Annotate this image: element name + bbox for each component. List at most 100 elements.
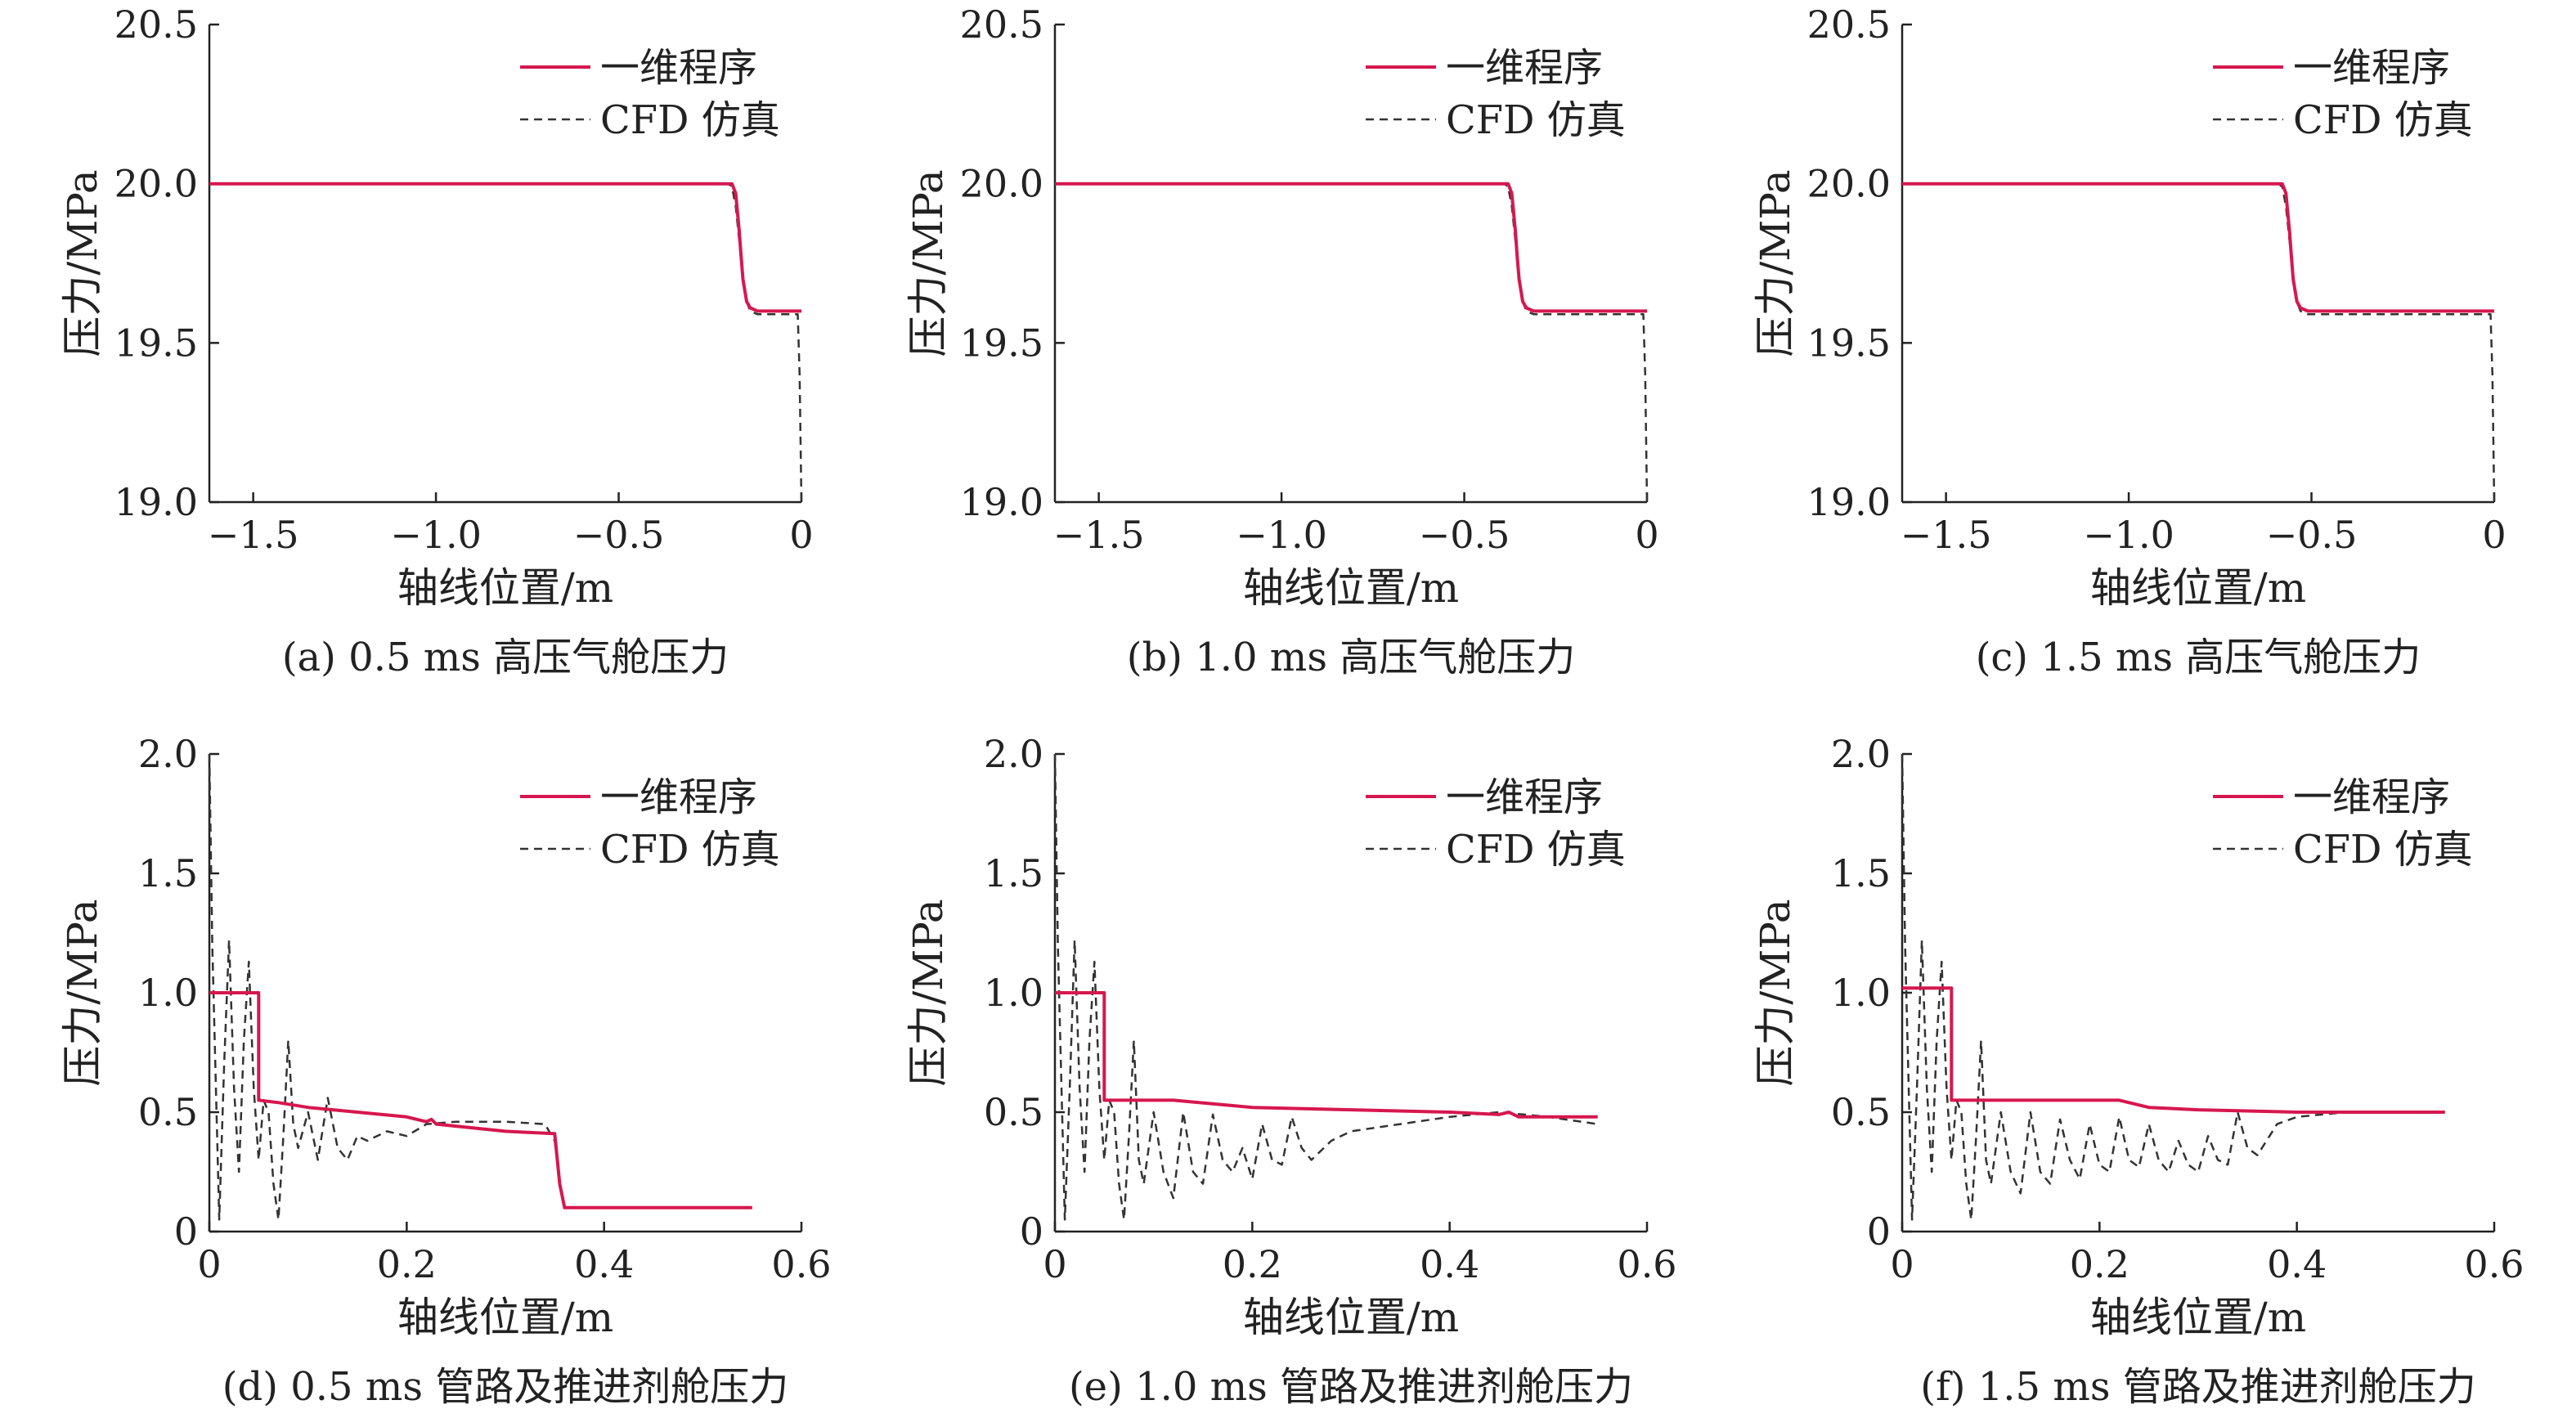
x-tick-label: −1.5 xyxy=(1901,513,1992,557)
x-axis-label: 轴线位置/m xyxy=(2090,1294,2306,1341)
chart-panel-3: 0 0.5 1.0 1.5 2.0 0 0.2 0.4 0.6 轴线位置/m 压力/MPa (d) 0… xyxy=(59,732,832,1410)
y-axis-label: 压力/MPa xyxy=(59,899,106,1086)
series-line-one-d xyxy=(1902,986,2445,1114)
y-tick-label: 19.0 xyxy=(960,480,1043,524)
chart-caption: (d) 0.5 ms 管路及推进剂舱压力 xyxy=(222,1364,788,1410)
series-line-cfd xyxy=(209,182,803,503)
y-tick-label: 2.0 xyxy=(138,732,198,776)
y-tick-label: 19.0 xyxy=(1807,480,1891,524)
chart-caption: (f) 1.5 ms 管路及推进剂舱压力 xyxy=(1920,1364,2475,1410)
legend-label: CFD 仿真 xyxy=(1446,97,1626,143)
x-tick-label: −0.5 xyxy=(2266,513,2358,557)
y-tick-label: 20.5 xyxy=(1807,2,1891,47)
chart-panel-4: 0 0.5 1.0 1.5 2.0 0 0.2 0.4 0.6 轴线位置/m 压力/MPa (e) 1… xyxy=(904,732,1677,1410)
x-tick-label: 0.6 xyxy=(1617,1242,1676,1286)
series-line-one-d xyxy=(1055,991,1598,1119)
y-tick-label: 0 xyxy=(1020,1209,1043,1254)
y-tick-label: 2.0 xyxy=(1831,732,1891,776)
legend-label: 一维程序 xyxy=(600,774,757,820)
chart-caption: (e) 1.0 ms 管路及推进剂舱压力 xyxy=(1069,1364,1633,1410)
y-axis-label: 压力/MPa xyxy=(904,899,952,1086)
legend-label: 一维程序 xyxy=(600,45,757,91)
legend-label: 一维程序 xyxy=(2293,774,2450,820)
y-axis-label: 压力/MPa xyxy=(1752,899,1799,1086)
x-axis-label: 轴线位置/m xyxy=(1243,1294,1459,1341)
y-tick-label: 20.5 xyxy=(960,2,1043,47)
chart-caption: (a) 0.5 ms 高压气舱压力 xyxy=(282,635,729,680)
series-line-one-d xyxy=(1055,182,1647,313)
y-axis-label: 压力/MPa xyxy=(1752,169,1799,357)
x-tick-label: 0.2 xyxy=(377,1242,437,1286)
y-tick-label: 1.0 xyxy=(138,971,198,1015)
x-tick-label: 0.2 xyxy=(1223,1242,1282,1286)
series-line-one-d xyxy=(209,991,752,1209)
series-line-cfd xyxy=(1055,182,1649,503)
series-line-cfd xyxy=(1902,182,2496,503)
x-tick-label: −1.0 xyxy=(1236,513,1327,557)
series-line-cfd xyxy=(1053,753,1598,1221)
y-tick-label: 0.5 xyxy=(1831,1090,1891,1134)
y-tick-label: 0 xyxy=(174,1209,198,1254)
x-axis-label: 轴线位置/m xyxy=(2090,564,2306,612)
x-tick-label: 0 xyxy=(2482,513,2506,557)
chart-caption: (b) 1.0 ms 高压气舱压力 xyxy=(1127,635,1575,680)
legend-label: CFD 仿真 xyxy=(2293,97,2473,143)
x-tick-label: 0 xyxy=(197,1242,221,1286)
y-tick-label: 2.0 xyxy=(984,732,1043,776)
y-axis-label: 压力/MPa xyxy=(904,169,952,357)
y-tick-label: 20.0 xyxy=(114,162,198,206)
x-axis-label: 轴线位置/m xyxy=(397,1294,613,1341)
x-axis-label: 轴线位置/m xyxy=(1243,564,1459,612)
x-tick-label: 0.4 xyxy=(574,1242,634,1286)
legend-label: 一维程序 xyxy=(1446,45,1603,91)
y-tick-label: 1.5 xyxy=(138,851,198,895)
x-tick-label: −0.5 xyxy=(573,513,665,557)
chart-panel-5: 0 0.5 1.0 1.5 2.0 0 0.2 0.4 0.6 轴线位置/m 压力/MPa (f) 1… xyxy=(1752,732,2524,1410)
x-tick-label: −1.5 xyxy=(1053,513,1145,557)
x-tick-label: 0.6 xyxy=(2464,1242,2524,1286)
y-tick-label: 1.5 xyxy=(984,851,1043,895)
chart-panel-2: 19.0 19.5 20.0 20.5 −1.5 −1.0 −0.5 0 轴线位置/m 压力/MP… xyxy=(1752,2,2506,680)
legend-label: CFD 仿真 xyxy=(1446,827,1626,873)
legend-label: 一维程序 xyxy=(1446,774,1603,820)
y-tick-label: 1.5 xyxy=(1831,851,1891,895)
legend-label: CFD 仿真 xyxy=(600,97,780,143)
y-tick-label: 0 xyxy=(1867,1209,1891,1254)
x-tick-label: 0 xyxy=(1043,1242,1066,1286)
y-tick-label: 19.0 xyxy=(114,480,198,524)
series-line-cfd xyxy=(208,753,752,1221)
chart-caption: (c) 1.5 ms 高压气舱压力 xyxy=(1976,635,2421,680)
y-tick-label: 19.5 xyxy=(114,321,198,365)
chart-panel-0: 19.0 19.5 20.0 20.5 −1.5 −1.0 −0.5 0 轴线位置/m 压力/MP… xyxy=(59,2,814,680)
y-tick-label: 20.5 xyxy=(114,2,198,47)
x-axis-label: 轴线位置/m xyxy=(397,564,613,612)
x-tick-label: 0 xyxy=(1635,513,1658,557)
y-tick-label: 1.0 xyxy=(984,971,1043,1015)
legend-label: 一维程序 xyxy=(2293,45,2450,91)
legend-label: CFD 仿真 xyxy=(600,827,780,873)
chart-panel-1: 19.0 19.5 20.0 20.5 −1.5 −1.0 −0.5 0 轴线位置/m 压力/MP… xyxy=(904,2,1659,680)
x-tick-label: −1.5 xyxy=(208,513,299,557)
y-tick-label: 19.5 xyxy=(1807,321,1891,365)
y-tick-label: 19.5 xyxy=(960,321,1043,365)
series-line-one-d xyxy=(1902,182,2494,313)
y-tick-label: 20.0 xyxy=(960,162,1043,206)
series-line-one-d xyxy=(209,182,801,313)
y-tick-label: 0.5 xyxy=(138,1090,198,1134)
x-tick-label: 0.4 xyxy=(2267,1242,2327,1286)
x-tick-label: 0.2 xyxy=(2070,1242,2129,1286)
series-line-cfd xyxy=(1901,753,2445,1221)
x-tick-label: 0.6 xyxy=(771,1242,831,1286)
x-tick-label: 0.4 xyxy=(1420,1242,1479,1286)
y-tick-label: 1.0 xyxy=(1831,971,1891,1015)
x-tick-label: 0 xyxy=(789,513,813,557)
x-tick-label: −1.0 xyxy=(390,513,482,557)
y-tick-label: 0.5 xyxy=(984,1090,1043,1134)
y-axis-label: 压力/MPa xyxy=(59,169,106,357)
x-tick-label: −0.5 xyxy=(1419,513,1510,557)
x-tick-label: 0 xyxy=(1890,1242,1914,1286)
y-tick-label: 20.0 xyxy=(1807,162,1891,206)
x-tick-label: −1.0 xyxy=(2083,513,2174,557)
legend-label: CFD 仿真 xyxy=(2293,827,2473,873)
